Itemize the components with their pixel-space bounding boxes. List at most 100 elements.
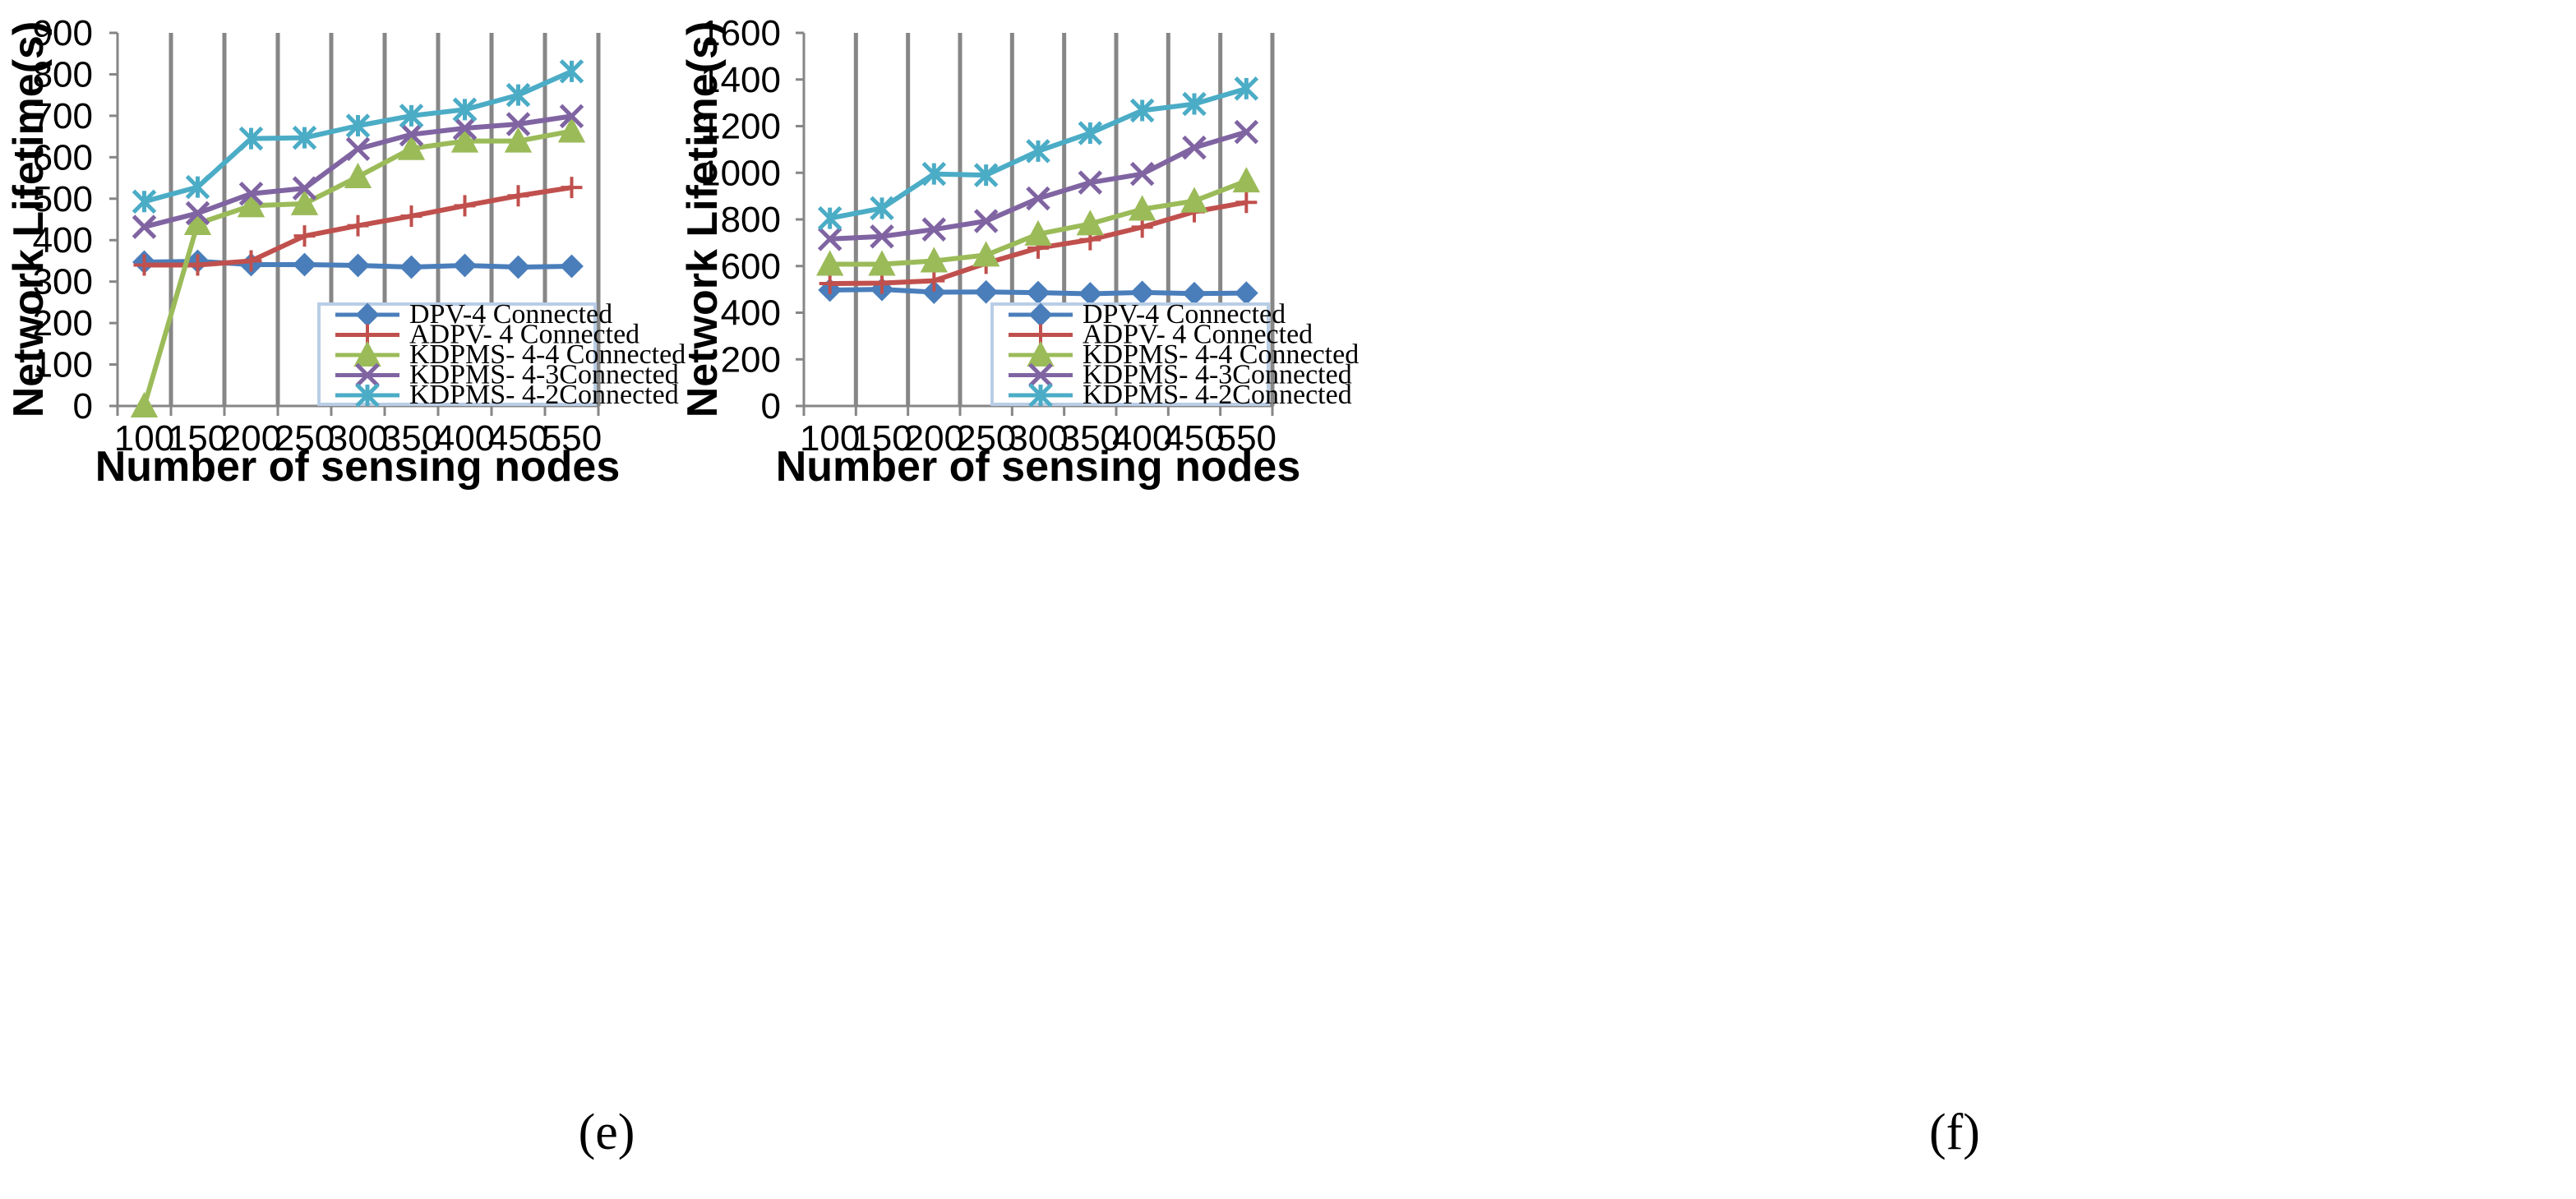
y-tick-label: 800 [721,200,781,240]
data-point [130,391,159,417]
data-point [819,273,841,295]
data-point [397,134,426,160]
data-point [1026,139,1050,164]
data-point [507,185,529,207]
x-tick-label: 100 [800,418,860,459]
data-point [450,127,479,153]
y-tick-label: 400 [33,220,93,261]
y-tick-label: 700 [33,96,93,136]
series-plus [819,191,1258,295]
y-tick-label: 300 [33,262,93,302]
data-point [1235,191,1258,214]
y-tick-label: 600 [721,247,781,287]
legend-marker [355,383,380,408]
legend-marker [1027,340,1055,367]
x-tick-label: 350 [381,418,441,459]
y-tick-label: 1600 [700,13,781,53]
data-point [1182,91,1207,117]
legend-item: KDPMS- 4-2Connected [335,380,679,410]
data-point [871,272,893,294]
x-tick-label: 550 [1216,418,1276,459]
legend-item: DPV-4 Connected [1009,299,1286,330]
legend-marker [1028,362,1053,388]
data-point [293,252,316,277]
data-point [238,181,264,206]
data-point [1234,76,1259,101]
y-tick-label: 200 [33,303,93,344]
panel-e-caption: (e) [579,1104,635,1160]
data-point [399,255,423,279]
x-axis-title: Number of sensing nodes [776,443,1301,491]
y-tick-label: 1000 [700,153,781,193]
legend-marker [353,340,381,367]
data-point [921,280,946,304]
data-point [293,225,316,247]
data-point [817,227,843,251]
legend-label: KDPMS- 4-3Connected [409,360,679,390]
data-point [1026,186,1050,211]
data-point [132,189,157,214]
data-point [921,217,947,242]
data-point [561,177,583,199]
y-tick-label: 500 [33,179,93,219]
data-point [400,205,422,227]
legend-item: KDPMS- 4-4 Connected [335,339,686,370]
data-point [559,59,584,84]
data-point [132,214,157,239]
y-axis-title: Network Lifetime(s) [679,21,727,418]
x-tick-label: 450 [488,418,548,459]
legend-label: KDPMS- 4-4 Connected [1083,339,1359,370]
legend-label: DPV-4 Connected [409,299,612,330]
data-point [1128,195,1156,221]
data-point [1129,161,1155,187]
x-tick-label: 150 [852,418,912,459]
series-triangle [130,117,586,417]
data-point [185,174,210,200]
data-point [292,125,317,150]
data-point [1078,121,1103,145]
legend-marker [355,362,380,388]
data-point [559,104,584,129]
y-tick-label: 400 [721,293,781,334]
x-tick-label: 250 [275,418,335,459]
data-point [344,162,372,189]
x-tick-label: 400 [435,418,495,459]
legend-item: KDPMS- 4-3Connected [335,360,679,390]
data-point [345,113,371,138]
chart-panel-e: 0100200300400500600700800900100150200250… [5,13,686,491]
data-point [921,161,947,187]
data-point [1232,167,1261,193]
y-tick-label: 600 [33,137,93,178]
y-tick-label: 100 [33,345,93,385]
chart-panel-f: 0200400600800100012001400160010015020025… [679,13,1359,491]
data-point [1234,119,1259,145]
data-point [347,214,369,237]
legend-label: KDPMS- 4-2Connected [409,380,679,410]
data-point [1078,170,1103,195]
data-point [345,136,371,162]
data-point [1129,98,1155,123]
legend-label: ADPV- 4 Connected [1083,320,1313,350]
data-point [187,254,209,276]
data-point [453,253,477,278]
data-point [185,201,210,226]
series-plus [133,177,583,276]
data-point [1026,280,1050,305]
data-point [506,82,531,108]
data-point [133,254,155,276]
data-point [557,117,586,143]
x-axis-title: Number of sensing nodes [95,443,621,491]
data-point [560,254,584,279]
y-tick-label: 800 [33,54,93,95]
data-point [292,176,317,201]
legend-label: ADPV- 4 Connected [409,320,639,350]
data-point [452,116,478,141]
legend-item: ADPV- 4 Connected [335,320,639,350]
data-point [920,247,949,273]
series-star [132,59,584,214]
legend-label: KDPMS- 4-3Connected [1083,360,1352,390]
y-tick-label: 0 [761,386,781,427]
legend-marker [1028,383,1053,408]
